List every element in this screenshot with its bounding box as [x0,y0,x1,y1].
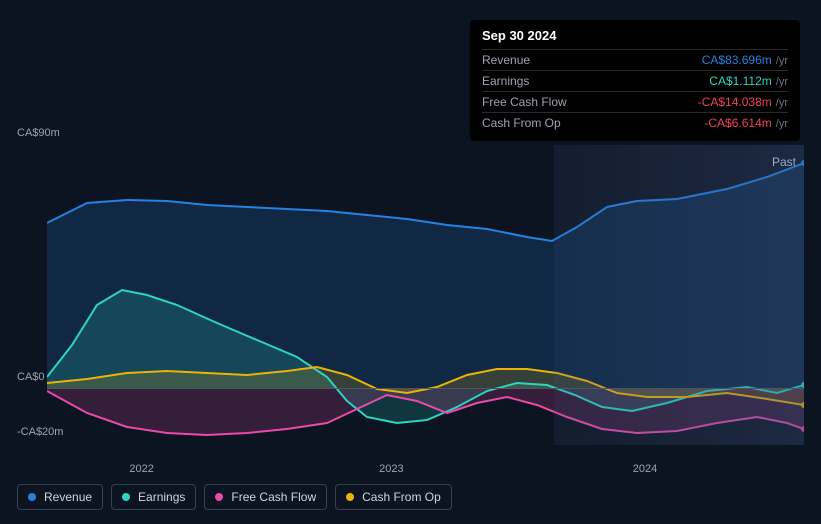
legend-dot-icon [346,493,354,501]
tooltip-row: Earnings CA$1.112m/yr [482,70,788,91]
legend-dot-icon [215,493,223,501]
plot-area [47,145,804,445]
x-axis-tick: 2023 [379,463,403,475]
legend-label: Free Cash Flow [231,490,316,504]
tooltip-label: Earnings [482,74,529,88]
x-axis-tick: 2024 [633,463,657,475]
x-axis-tick: 2022 [129,463,153,475]
legend-dot-icon [28,493,36,501]
chart-container: Past CA$90mCA$0-CA$20m 202220232024 [17,125,804,445]
tooltip-label: Revenue [482,53,530,67]
tooltip-suffix: /yr [776,55,788,67]
tooltip-date: Sep 30 2024 [482,28,788,43]
tooltip-label: Free Cash Flow [482,95,567,109]
zero-baseline [47,388,804,389]
legend: Revenue Earnings Free Cash Flow Cash From O… [17,484,452,510]
tooltip-value: CA$1.112m [709,74,771,88]
chart-tooltip: Sep 30 2024 RevenueCA$83.696m/yrEarnings… [470,20,800,141]
tooltip-row: Revenue CA$83.696m/yr [482,49,788,70]
tooltip-suffix: /yr [776,97,788,109]
y-axis-label: CA$0 [17,371,45,383]
legend-label: Earnings [138,490,185,504]
legend-label: Revenue [44,490,92,504]
tooltip-value: -CA$14.038m [698,95,772,109]
legend-item-revenue[interactable]: Revenue [17,484,103,510]
legend-item-earnings[interactable]: Earnings [111,484,196,510]
legend-item-free-cash-flow[interactable]: Free Cash Flow [204,484,327,510]
tooltip-row: Free Cash Flow -CA$14.038m/yr [482,91,788,112]
legend-dot-icon [122,493,130,501]
tooltip-suffix: /yr [776,76,788,88]
legend-item-cash-from-op[interactable]: Cash From Op [335,484,452,510]
highlight-band [554,145,804,445]
legend-label: Cash From Op [362,490,441,504]
y-axis-label: CA$90m [17,127,60,139]
tooltip-value: CA$83.696m [702,53,772,67]
